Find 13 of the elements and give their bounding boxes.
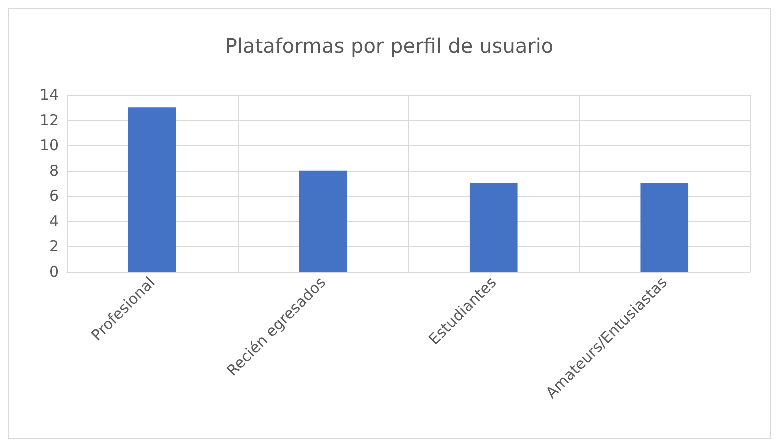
- bar: [299, 170, 348, 272]
- bar: [128, 108, 176, 272]
- y-tick-label: 6: [49, 187, 59, 206]
- y-tick-label: 10: [40, 136, 59, 155]
- y-tick-label: 12: [40, 111, 59, 130]
- y-tick-label: 0: [49, 263, 59, 281]
- y-tick-label: 8: [49, 162, 59, 180]
- chart-title: Plataformas por perfil de usuario: [225, 34, 554, 58]
- y-tick-label: 2: [49, 238, 59, 256]
- bar: [470, 184, 518, 272]
- y-tick-label: 4: [49, 212, 59, 230]
- bar: [640, 184, 689, 272]
- y-tick-label: 14: [40, 86, 59, 104]
